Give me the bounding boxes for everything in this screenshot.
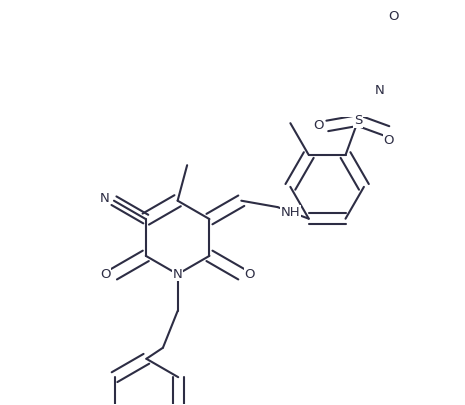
Text: N: N — [374, 84, 384, 97]
Text: N: N — [100, 192, 110, 205]
Text: O: O — [245, 268, 255, 281]
Text: N: N — [374, 84, 384, 97]
Text: NH: NH — [281, 205, 301, 219]
Text: O: O — [100, 268, 111, 281]
Text: N: N — [173, 268, 182, 281]
Text: S: S — [354, 114, 362, 127]
Text: O: O — [384, 134, 394, 147]
Text: O: O — [388, 11, 399, 23]
Text: O: O — [313, 119, 323, 132]
